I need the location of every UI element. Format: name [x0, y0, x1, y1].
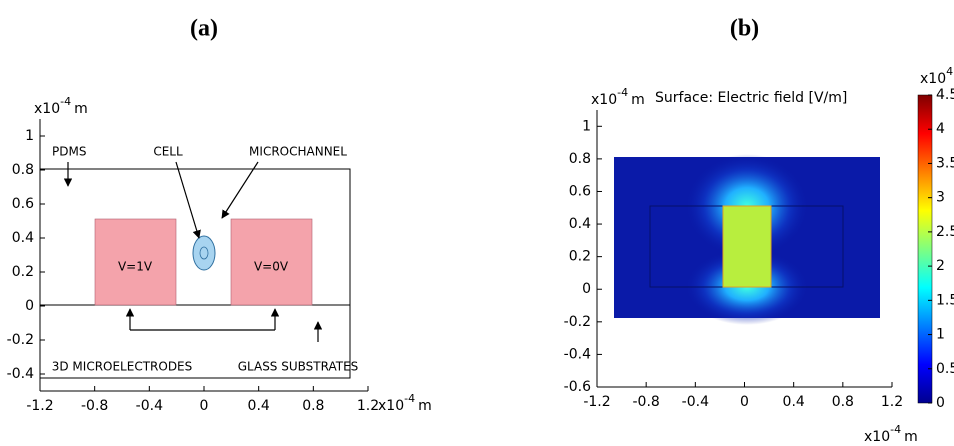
- scale-base: x10: [864, 429, 890, 445]
- label-left-voltage: V=1V: [118, 260, 153, 274]
- y-tick-label: -0.6: [564, 379, 591, 395]
- scale-base: x10: [591, 92, 617, 108]
- axis-scale: x10-4 m: [864, 423, 918, 445]
- y-tick-label: -0.2: [7, 332, 34, 348]
- scale-base: x10: [378, 398, 404, 414]
- x-tick-label: 0: [200, 398, 209, 414]
- x-tick-label: 1.2: [881, 394, 903, 410]
- label-substrate: GLASS SUBSTRATES: [238, 360, 359, 374]
- scale-base: x10: [34, 101, 60, 117]
- scale-unit: m: [418, 398, 432, 414]
- axis-scale: x10-4 m: [378, 392, 432, 414]
- scale-base: x10: [920, 71, 946, 87]
- x-tick-label: -1.2: [26, 398, 53, 414]
- scale-exponent: -4: [60, 95, 71, 108]
- x-tick-label: 0.4: [783, 394, 805, 410]
- scale-exponent: 4: [946, 65, 953, 78]
- scale-unit: m: [904, 429, 918, 445]
- colorbar-tick-label: 2.5: [936, 224, 954, 240]
- colorbar-tick-label: 2: [936, 258, 945, 274]
- y-tick-label: 0.8: [12, 162, 34, 178]
- colorbar-tick-label: 4: [936, 121, 945, 137]
- colorbar-tick-label: 3: [936, 190, 945, 206]
- scale-unit: m: [74, 101, 88, 117]
- colorbar-tick-label: 0: [936, 395, 945, 411]
- x-tick-label: -0.4: [136, 398, 163, 414]
- y-tick-label: 0.4: [12, 230, 34, 246]
- x-tick-label: 0.8: [302, 398, 324, 414]
- colorbar-scale: x104: [920, 65, 953, 87]
- colorbar: [917, 94, 933, 404]
- colorbar-tick-label: 1.5: [936, 292, 954, 308]
- y-tick-label: 1: [582, 118, 591, 134]
- axis-scale: x10-4 m: [591, 86, 645, 108]
- y-tick-label: 0.8: [569, 151, 591, 167]
- label-electrodes: 3D MICROELECTRODES: [52, 360, 193, 374]
- channel-region: [722, 205, 772, 288]
- y-tick-label: -0.4: [564, 346, 591, 362]
- x-tick-label: -0.8: [81, 398, 108, 414]
- panel-label: (a): [190, 16, 218, 42]
- y-tick-label: 0.6: [12, 196, 34, 212]
- right-electrode: [230, 218, 313, 306]
- label-cell: CELL: [153, 145, 183, 159]
- cell: [192, 235, 216, 271]
- scale-exponent: -4: [890, 423, 901, 436]
- scale-exponent: -4: [617, 86, 628, 99]
- y-tick-label: 0.2: [569, 249, 591, 265]
- label-microchannel: MICROCHANNEL: [249, 145, 347, 159]
- y-tick-label: 1: [25, 128, 34, 144]
- y-tick-label: -0.2: [564, 314, 591, 330]
- scale-unit: m: [631, 92, 645, 108]
- y-tick-label: 0.2: [12, 264, 34, 280]
- x-tick-label: -0.8: [633, 394, 660, 410]
- scale-exponent: -4: [404, 392, 415, 405]
- y-tick-label: 0: [582, 281, 591, 297]
- x-tick-label: 0: [740, 394, 749, 410]
- colorbar-tick-label: 1: [936, 327, 945, 343]
- arrow: [175, 161, 201, 239]
- y-tick-label: 0.4: [569, 216, 591, 232]
- y-tick-label: 0.6: [569, 183, 591, 199]
- arrow: [221, 161, 259, 219]
- x-tick-label: 0.4: [248, 398, 270, 414]
- panel-label: (b): [730, 16, 759, 42]
- y-tick-label: 0: [25, 298, 34, 314]
- left-electrode: [94, 218, 177, 306]
- axis-scale: x10-4 m: [34, 95, 88, 117]
- x-tick-label: 1.2: [357, 398, 379, 414]
- label-right-voltage: V=0V: [254, 260, 289, 274]
- cell-nucleus: [199, 246, 209, 260]
- x-tick-label: -1.2: [583, 394, 610, 410]
- x-tick-label: -0.4: [682, 394, 709, 410]
- plot-title: Surface: Electric field [V/m]: [655, 90, 847, 106]
- y-tick-label: -0.4: [7, 366, 34, 382]
- colorbar-tick-label: 4.5: [936, 87, 954, 103]
- colorbar-tick-label: 0.5: [936, 361, 954, 377]
- colorbar-tick-label: 3.5: [936, 155, 954, 171]
- x-tick-label: 0.8: [832, 394, 854, 410]
- label-pdms: PDMS: [52, 145, 86, 159]
